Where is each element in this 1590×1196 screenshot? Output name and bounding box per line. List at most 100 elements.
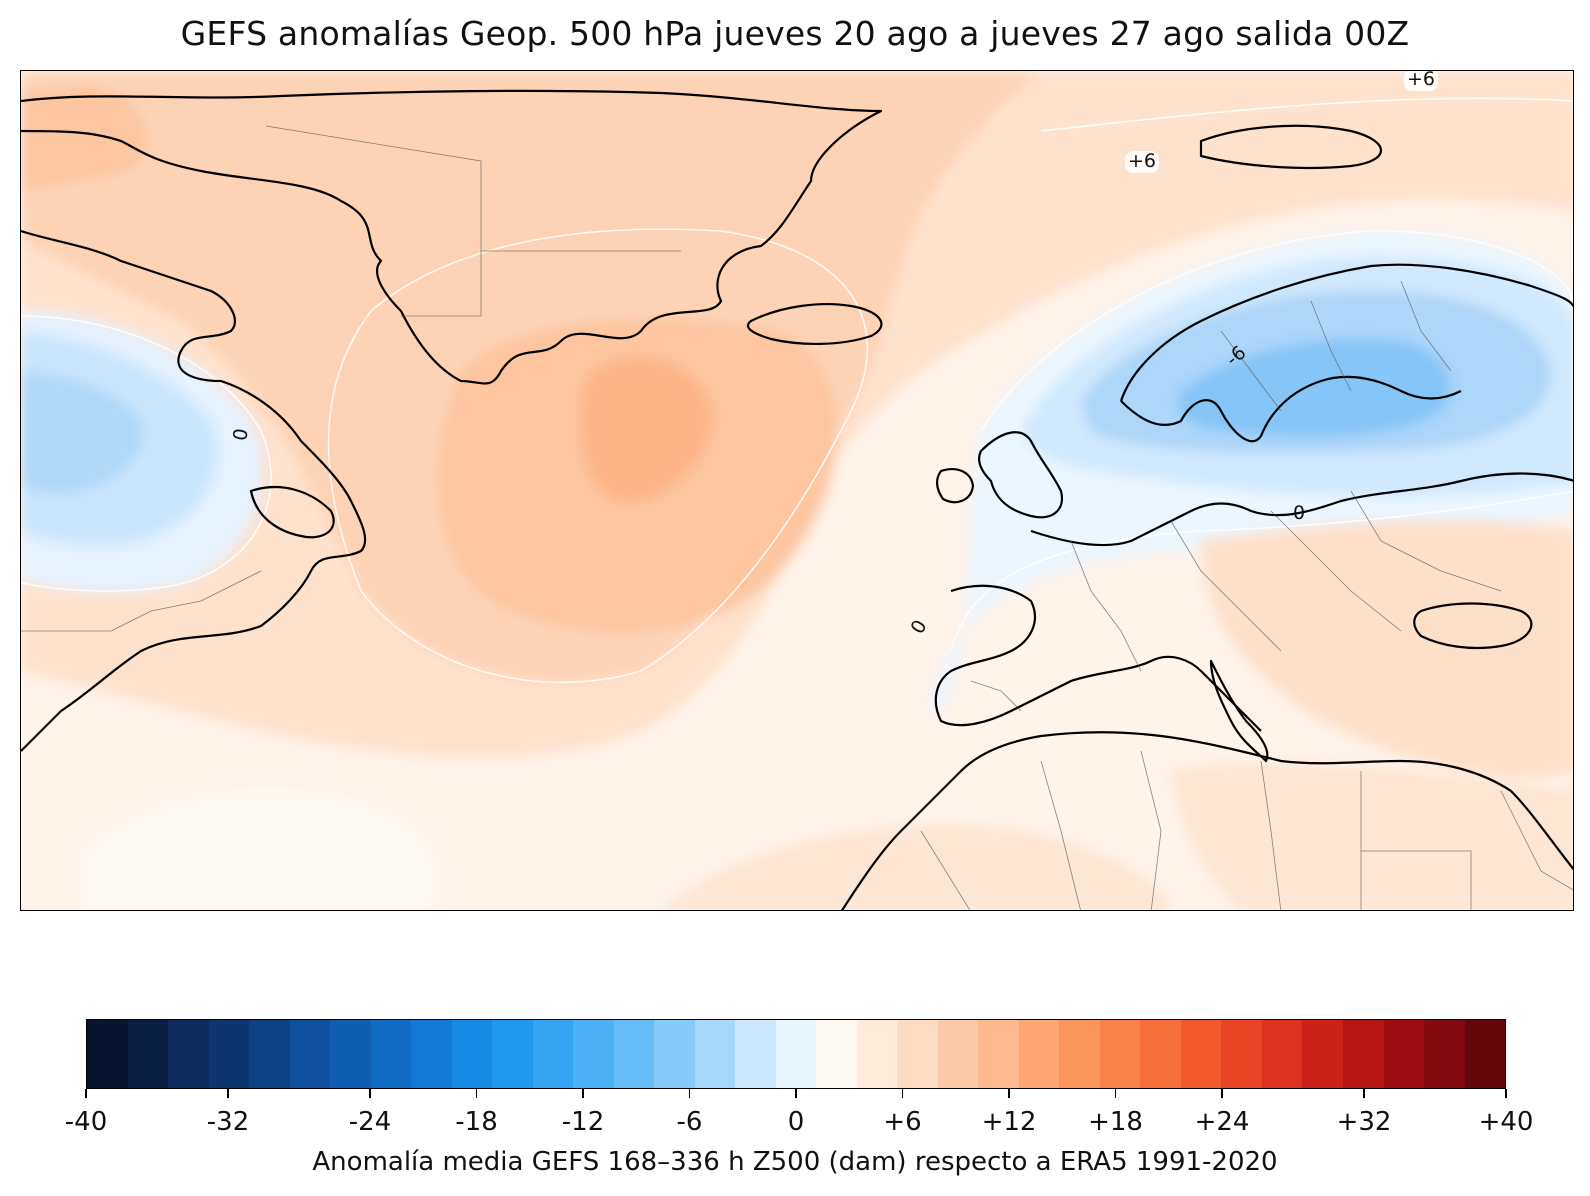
- colorbar-tick-label: -24: [348, 1107, 392, 1137]
- colorbar-tick-label: -40: [64, 1107, 108, 1137]
- colorbar-tick-label: -12: [561, 1107, 605, 1137]
- colorbar-swatch: [775, 1020, 817, 1088]
- coast-black-sea: [1413, 602, 1533, 650]
- colorbar-tick: [688, 1089, 691, 1098]
- anomaly-area-labrador-minus9: [21, 371, 143, 494]
- border-canada-usa: [21, 570, 262, 632]
- coastlines: [21, 89, 1573, 910]
- colorbar-swatch: [289, 1020, 331, 1088]
- colorbar-swatch: [816, 1020, 857, 1088]
- colorbar-tick-label: +12: [981, 1107, 1037, 1137]
- anomaly-area-africa-plus3: [663, 825, 1171, 910]
- coast-ireland: [936, 468, 975, 504]
- colorbar-swatch: [937, 1020, 979, 1088]
- colorbar-tick: [1363, 1089, 1365, 1098]
- colorbar-tick: [582, 1089, 584, 1098]
- colorbar-tick-label: 0: [787, 1107, 805, 1137]
- coast-uk: [977, 431, 1064, 519]
- border-africa-2: [1140, 750, 1282, 910]
- colorbar-swatch: [532, 1020, 574, 1088]
- colorbar-caption: Anomalía media GEFS 168–336 h Z500 (dam)…: [312, 1147, 1278, 1177]
- colorbar: [86, 1019, 1506, 1089]
- border-middle-east: [1500, 790, 1573, 891]
- border-europe-4: [1350, 490, 1502, 592]
- colorbar-swatch: [1424, 1020, 1465, 1088]
- colorbar-tick: [85, 1089, 87, 1098]
- map-title: GEFS anomalías Geop. 500 hPa jueves 20 a…: [180, 14, 1410, 53]
- colorbar-tick-label: -32: [206, 1107, 250, 1137]
- colorbar-swatch: [856, 1020, 898, 1088]
- border-iberia: [970, 680, 1022, 712]
- colorbar-swatch: [208, 1020, 250, 1088]
- contour-line-labrador-zero: [21, 315, 272, 592]
- contour-label-plus6-north: +6: [1407, 71, 1435, 90]
- border-europe-2: [1170, 520, 1282, 652]
- colorbar-tick: [1008, 1089, 1010, 1098]
- border-scandinavia: [1220, 280, 1452, 412]
- contour-label-group: +6 +6 0 -6 0 0: [229, 71, 1438, 638]
- contour-label-zero-europe: 0: [1293, 502, 1305, 524]
- colorbar-tick: [1114, 1089, 1117, 1098]
- colorbar-tick-label: -18: [455, 1107, 498, 1137]
- colorbar-swatch: [168, 1020, 209, 1088]
- colorbar-swatch: [897, 1020, 938, 1088]
- colorbar-swatch: [735, 1020, 776, 1088]
- colorbar-swatch: [1342, 1020, 1384, 1088]
- anomaly-area-balkans-plus3: [1201, 520, 1573, 778]
- contour-line-north-plus6: [1040, 97, 1573, 132]
- colorbar-swatch: [573, 1020, 614, 1088]
- colorbar-tick: [475, 1089, 478, 1098]
- anomaly-map: +6 +6 0 -6 0 0: [21, 71, 1573, 910]
- colorbar-swatch: [1099, 1020, 1141, 1088]
- border-europe-3: [1270, 510, 1402, 632]
- border-africa-1: [920, 760, 1081, 910]
- colorbar-tick: [901, 1089, 904, 1098]
- colorbar-swatch: [87, 1020, 128, 1088]
- colorbar-tick-label: +18: [1088, 1107, 1143, 1137]
- coast-canada-arctic: [21, 229, 367, 752]
- coast-iceland: [746, 303, 883, 346]
- colorbar-swatch: [330, 1020, 371, 1088]
- coast-italy: [1209, 659, 1269, 763]
- colorbar-tick: [369, 1089, 371, 1098]
- coast-africa-north: [840, 731, 1573, 910]
- colorbar-tick: [1221, 1089, 1223, 1098]
- colorbar-tick: [227, 1089, 229, 1098]
- contour-label-zero-newfoundland: 0: [229, 427, 253, 443]
- anomaly-area-scandinavia-minus9: [1177, 338, 1451, 437]
- anomaly-area-sahara-plus3: [1171, 762, 1573, 910]
- anomaly-field: [21, 71, 1573, 910]
- colorbar-swatch: [1140, 1020, 1181, 1088]
- anomaly-area-atlantic-plus12: [580, 356, 713, 503]
- colorbar-tick-label: +24: [1194, 1107, 1250, 1137]
- colorbar-swatch: [1464, 1020, 1506, 1088]
- border-africa-3: [1360, 771, 1472, 910]
- coast-svalbard: [1199, 124, 1382, 170]
- country-borders: [21, 125, 1573, 910]
- colorbar-tick-label: +40: [1478, 1107, 1534, 1137]
- colorbar-swatch: [694, 1020, 736, 1088]
- contour-line-atlantic-plus6: [327, 228, 869, 684]
- colorbar-swatch: [411, 1020, 452, 1088]
- colorbar-swatch: [1221, 1020, 1262, 1088]
- colorbar-swatch: [1059, 1020, 1100, 1088]
- colorbar-swatch: [492, 1020, 533, 1088]
- colorbar-swatch: [1261, 1020, 1303, 1088]
- border-greenland-admin: [265, 125, 681, 317]
- coast-europe-west: [934, 472, 1573, 732]
- coast-scandinavia: [1119, 263, 1573, 443]
- colorbar-swatch: [249, 1020, 290, 1088]
- colorbar-swatch: [654, 1020, 695, 1088]
- anomaly-area-labrador-plus9: [21, 86, 148, 191]
- colorbar-swatch: [1383, 1020, 1425, 1088]
- border-europe-1: [1070, 540, 1142, 672]
- contour-line-europe-zero: [980, 230, 1573, 432]
- colorbar-ticks: -40 -32 -24 -18 -12 -6 0 +6 +12 +18 +24 +32 +40: [65, 1089, 1533, 1137]
- anomaly-area-caribbean-plus1: [81, 788, 440, 910]
- colorbar-tick: [1505, 1089, 1507, 1098]
- colorbar-tick-label: +6: [883, 1107, 922, 1137]
- colorbar-tick: [795, 1089, 797, 1098]
- colorbar-tick-label: -6: [676, 1107, 703, 1137]
- colorbar-swatch: [127, 1020, 169, 1088]
- coast-newfoundland: [249, 486, 335, 539]
